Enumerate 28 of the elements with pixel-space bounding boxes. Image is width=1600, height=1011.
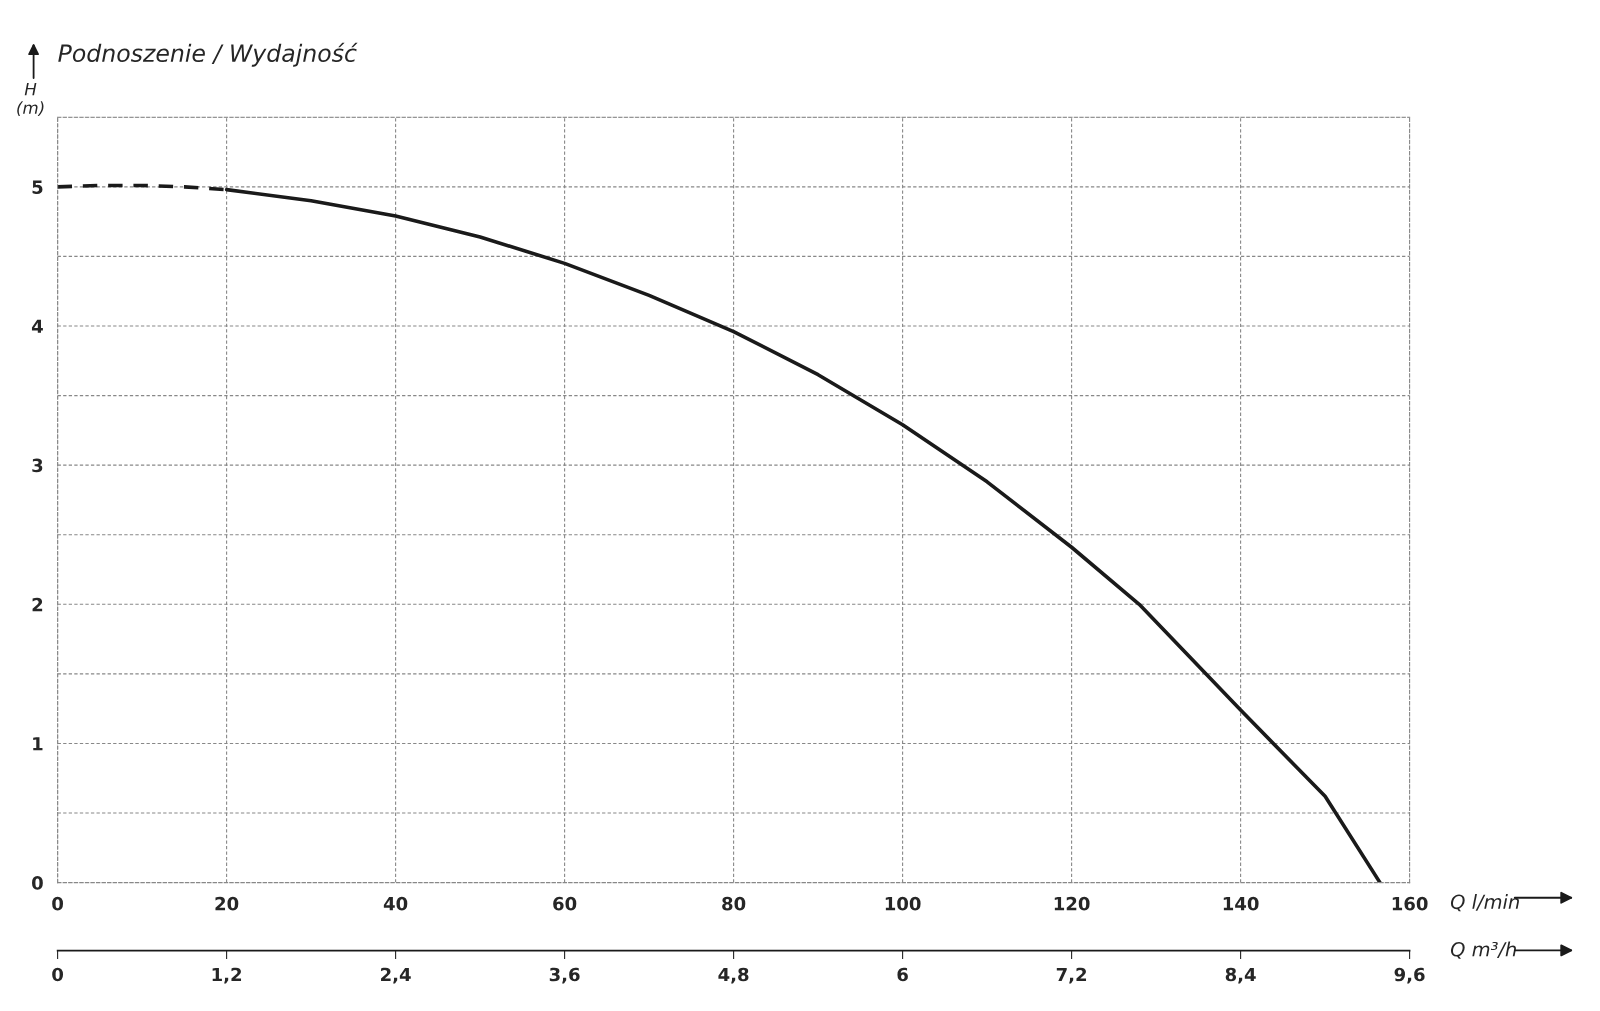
x2-tick-label: 1,2 — [212, 967, 242, 984]
x2-tick-label: 3,6 — [549, 967, 580, 984]
x-tick-label: 160 — [1392, 896, 1428, 911]
x-tick-label: 0 — [52, 896, 64, 911]
y-tick-label: 3 — [32, 458, 43, 473]
x2-tick-label: 9,6 — [1394, 967, 1425, 984]
x-tick-label: 60 — [553, 896, 577, 911]
y-tick-label: 0 — [32, 876, 43, 890]
x2-tick-label: 7,2 — [1056, 967, 1087, 984]
x2-tick-label: 8,4 — [1225, 967, 1256, 984]
y-axis-title: H (m) — [17, 83, 44, 117]
x-tick-label: 140 — [1223, 896, 1259, 911]
x2-tick-label: 4,8 — [718, 967, 749, 984]
x-axis-title: Q l/min — [1450, 894, 1519, 912]
x2-tick-label: 2,4 — [381, 967, 411, 984]
y-tick-label: 5 — [32, 180, 43, 194]
y-tick-label: 2 — [32, 597, 43, 612]
y-tick-label: 4 — [31, 319, 43, 333]
x2-tick-label: 6 — [897, 967, 908, 982]
x2-axis-title: Q m³/h — [1450, 941, 1516, 959]
chart-title: Podnoszenie / Wydajność — [58, 42, 358, 67]
x-tick-label: 20 — [215, 896, 239, 911]
x2-tick-label: 0 — [52, 967, 64, 982]
x-tick-label: 120 — [1054, 896, 1090, 911]
y-tick-label: 1 — [33, 737, 43, 751]
x-tick-label: 80 — [722, 896, 746, 911]
x-tick-label: 100 — [885, 896, 921, 911]
x-tick-label: 40 — [383, 896, 408, 911]
